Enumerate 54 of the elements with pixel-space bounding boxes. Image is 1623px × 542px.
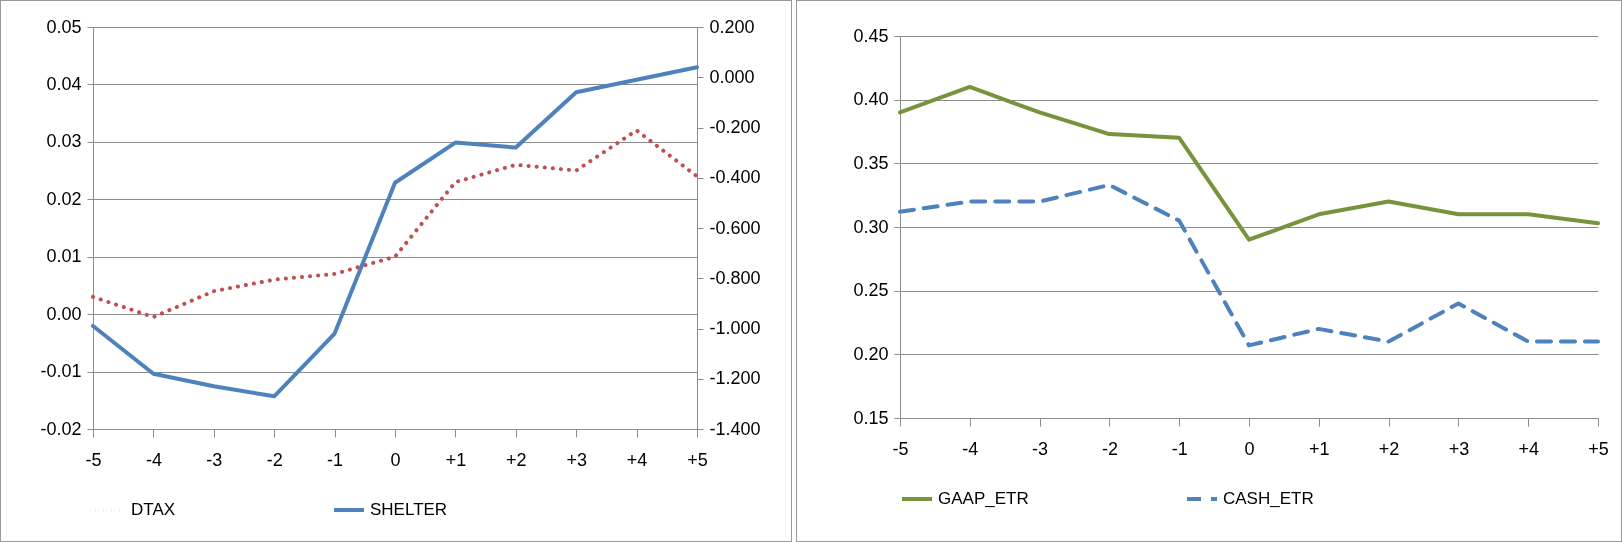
y-tick-label: 0.30 — [853, 216, 889, 237]
y-tick-label: -0.02 — [40, 418, 82, 439]
x-tick-label: -3 — [1032, 438, 1049, 459]
x-tick-label: +3 — [566, 449, 587, 470]
x-tick-label: -2 — [1101, 438, 1118, 459]
x-tick-label: -5 — [85, 449, 102, 470]
y-tick-label: 0.25 — [853, 280, 889, 301]
x-tick-label: -4 — [145, 449, 162, 470]
y-tick-label: 0.02 — [46, 188, 82, 209]
y-tick-label: 0.15 — [853, 407, 889, 428]
y2-tick-label: 0.200 — [709, 16, 755, 37]
x-tick-label: -2 — [266, 449, 283, 470]
y-tick-label: 0.45 — [853, 25, 889, 46]
legend-label: GAAP_ETR — [938, 489, 1029, 508]
y-tick-label: 0.03 — [46, 131, 82, 152]
y2-tick-label: -0.600 — [709, 217, 761, 238]
x-tick-label: +2 — [1378, 438, 1400, 459]
y-tick-label: 0.01 — [46, 246, 82, 267]
line-series — [898, 84, 1600, 242]
line-series — [91, 128, 699, 320]
x-tick-label: 0 — [390, 449, 401, 470]
line-series — [898, 182, 1600, 348]
y2-tick-label: 0.000 — [709, 66, 755, 87]
y-tick-label: -0.01 — [40, 361, 82, 382]
legend-label: CASH_ETR — [1223, 489, 1314, 508]
y2-tick-label: -1.000 — [709, 318, 761, 338]
line-series — [91, 65, 699, 399]
legend-label: DTAX — [131, 500, 176, 519]
x-tick-label: -4 — [962, 438, 979, 459]
x-tick-label: +1 — [1309, 438, 1330, 459]
x-tick-label: +3 — [1448, 438, 1470, 459]
x-tick-label: +4 — [1518, 438, 1539, 459]
x-tick-label: -1 — [1171, 438, 1188, 459]
y-tick-label: 0.00 — [46, 303, 82, 324]
x-tick-label: +1 — [445, 449, 467, 470]
legend-label: SHELTER — [370, 500, 448, 519]
x-tick-label: 0 — [1244, 438, 1255, 459]
y2-tick-label: -1.400 — [709, 418, 761, 439]
y-tick-label: 0.35 — [853, 152, 889, 173]
x-tick-label: -3 — [206, 449, 223, 470]
x-tick-label: +4 — [626, 449, 648, 470]
x-tick-label: +5 — [687, 449, 708, 470]
y2-tick-label: -0.800 — [709, 267, 761, 288]
x-tick-label: +5 — [1588, 438, 1609, 459]
x-tick-label: -1 — [327, 449, 344, 470]
y2-tick-label: -0.200 — [709, 117, 761, 137]
y2-tick-label: -0.400 — [709, 167, 761, 188]
x-tick-label: +2 — [506, 449, 527, 470]
y-tick-label: 0.20 — [853, 343, 889, 364]
y-tick-label: 0.40 — [853, 89, 889, 110]
x-tick-label: -5 — [892, 438, 909, 459]
y-tick-label: 0.05 — [46, 16, 82, 37]
y-tick-label: 0.04 — [46, 73, 82, 94]
y2-tick-label: -1.200 — [709, 368, 761, 389]
